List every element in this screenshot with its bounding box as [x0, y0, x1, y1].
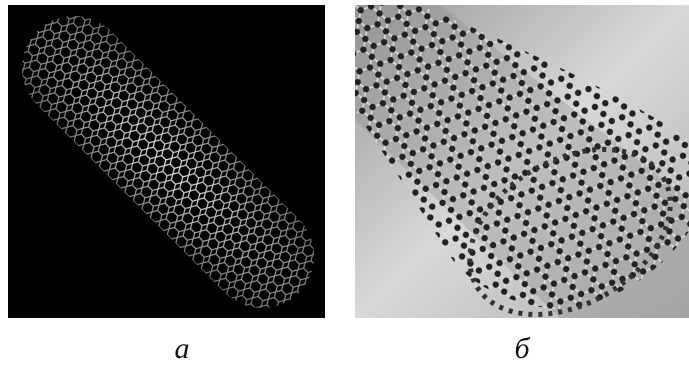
panel-b-image	[355, 5, 689, 318]
panel-label: а	[175, 332, 190, 365]
panel-label: б	[514, 332, 530, 365]
panel-a-image	[8, 5, 325, 318]
